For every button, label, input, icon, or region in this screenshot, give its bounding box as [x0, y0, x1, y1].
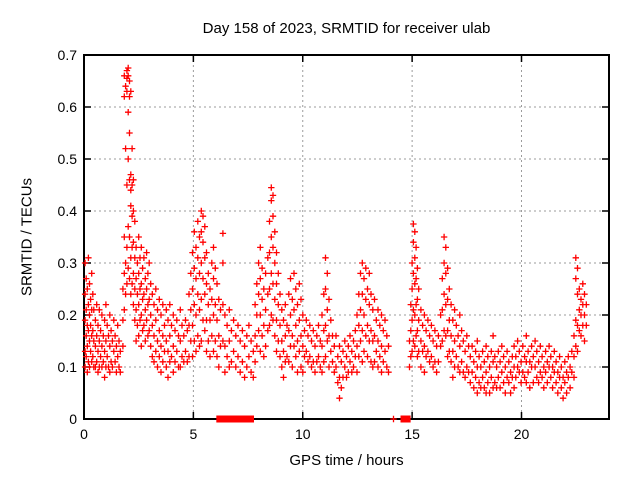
x-axis-label: GPS time / hours	[289, 452, 404, 469]
y-tick-label: 0	[69, 411, 77, 427]
zero-run-marker	[241, 415, 249, 423]
zero-run-marker	[247, 415, 254, 423]
y-tick-label: 0.4	[57, 203, 77, 219]
data-points	[81, 64, 590, 423]
y-tick-label: 0.5	[57, 151, 77, 167]
x-tick-label: 15	[404, 426, 420, 442]
x-tick-label: 20	[513, 426, 530, 442]
x-tick-label: 10	[294, 426, 311, 442]
zero-run-marker	[222, 415, 243, 423]
y-tick-label: 0.2	[57, 307, 77, 323]
y-tick-label: 0.1	[57, 359, 77, 375]
chart-title: Day 158 of 2023, SRMTID for receiver ula…	[202, 20, 491, 37]
y-tick-label: 0.3	[57, 255, 77, 271]
y-tick-label: 0.7	[57, 47, 77, 63]
gridlines	[84, 55, 609, 419]
zero-run-marker	[216, 415, 224, 423]
zero-run-marker	[400, 415, 411, 423]
x-tick-label: 5	[189, 426, 198, 442]
y-tick-label: 0.6	[57, 99, 77, 115]
plot-border	[83, 54, 610, 420]
x-tick-label: 0	[80, 426, 88, 442]
